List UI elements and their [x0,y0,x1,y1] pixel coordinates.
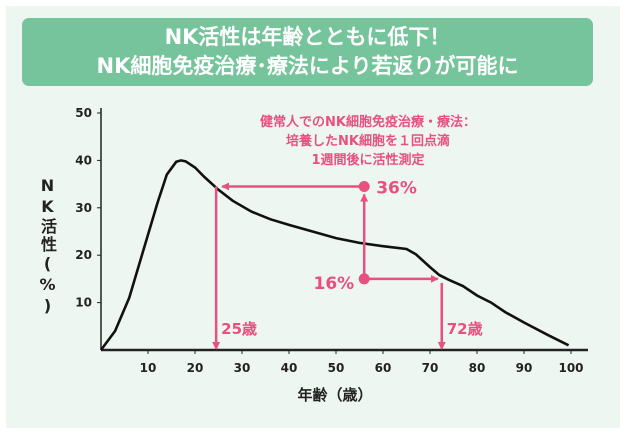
before-point [358,273,370,285]
axes [100,108,588,352]
annotations: 36% 16% 25歳 72歳 健常人でのNK細胞免疫治療・療法： 培養したNK細胞を１回… [212,114,483,350]
x-tick-label: 80 [469,361,486,375]
x-tick-label: 30 [234,361,251,375]
axis-labels: 年齢（歳） [297,386,372,404]
ticks: 10 20 30 40 50 60 70 80 90 100 10 20 30 40 50 [75,106,583,375]
note-line: 健常人でのNK細胞免疫治療・療法： [260,114,476,130]
title-line-1: NK活性は年齢とともに低下！ [164,25,451,49]
y-tick-label: 30 [75,201,92,215]
nk-activity-curve [99,159,570,351]
x-tick-label: 10 [140,361,157,375]
after-point [358,180,370,192]
before-value-label: 16% [313,274,354,294]
y-tick-label: 40 [75,153,92,167]
x-tick-label: 60 [375,361,392,375]
y-tick-label: 20 [75,248,92,262]
x-tick-label: 20 [187,361,204,375]
title-banner: NK活性は年齢とともに低下！ NK細胞免疫治療･療法により若返りが可能に [22,18,593,86]
x-tick-label: 100 [558,361,583,375]
age-25-label: 25歳 [221,320,257,338]
age-72-label: 72歳 [447,320,483,338]
x-axis-label: 年齢（歳） [297,386,372,404]
x-tick-label: 40 [281,361,298,375]
note-line: 1週間後に活性測定 [311,152,424,168]
y-axis-label: NK活性(%) [38,176,57,317]
x-tick-label: 90 [516,361,533,375]
y-tick-label: 10 [75,296,92,310]
note-line: 培養したNK細胞を１回点滴 [286,133,450,149]
x-tick-label: 50 [328,361,345,375]
x-tick-label: 70 [422,361,439,375]
y-tick-label: 50 [75,106,92,120]
after-value-label: 36% [376,178,417,198]
title-line-2: NK細胞免疫治療･療法により若返りが可能に [96,54,519,78]
